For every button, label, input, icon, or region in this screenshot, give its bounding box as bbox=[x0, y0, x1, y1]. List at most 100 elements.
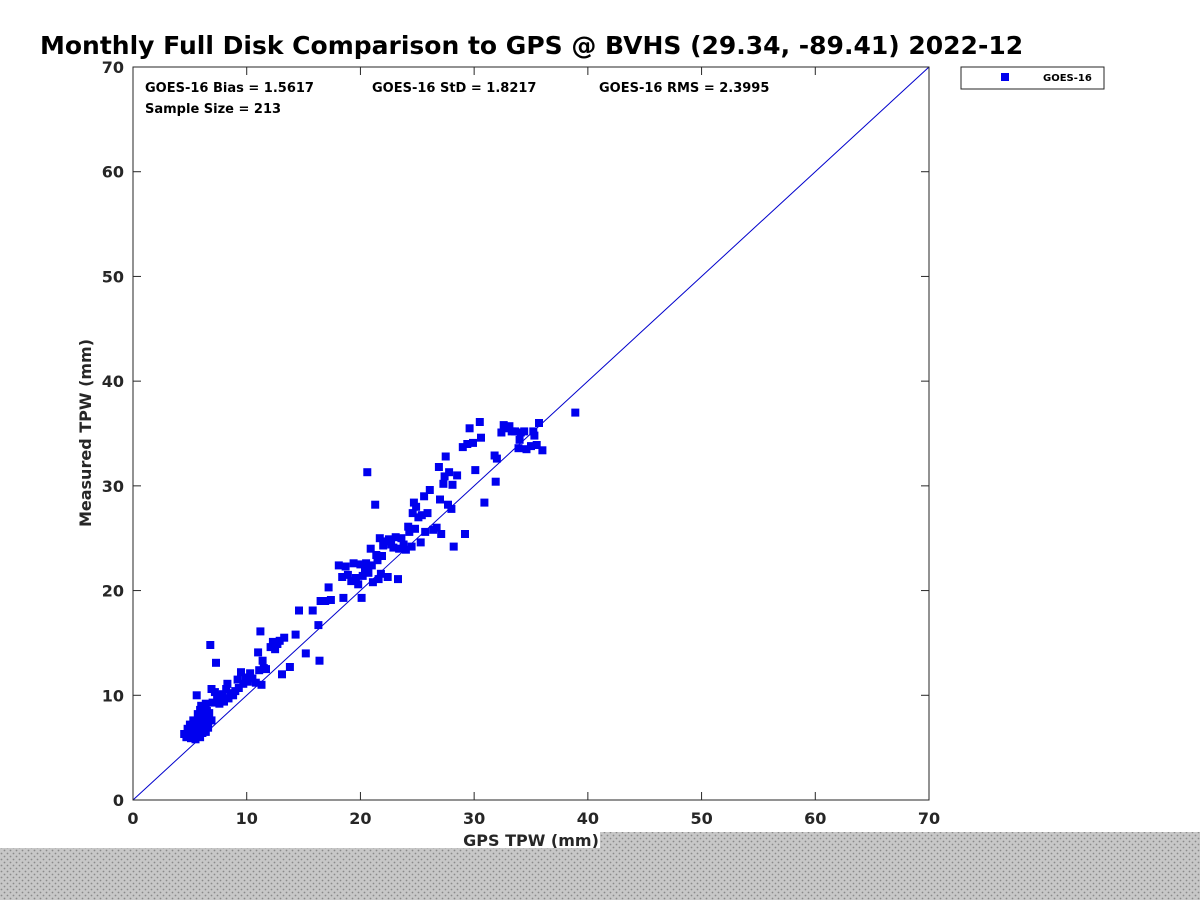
data-point bbox=[436, 495, 444, 504]
data-point bbox=[379, 541, 388, 550]
y-axis-label: Measured TPW (mm) bbox=[76, 339, 95, 527]
data-point bbox=[239, 679, 248, 688]
x-axis: 0 10 20 30 40 50 60 70 bbox=[127, 67, 940, 828]
y-tick-label: 0 bbox=[113, 791, 124, 810]
data-point bbox=[248, 674, 257, 683]
data-point bbox=[357, 593, 366, 602]
data-point bbox=[465, 424, 474, 433]
data-point bbox=[251, 678, 260, 687]
data-point bbox=[201, 727, 210, 736]
data-point bbox=[399, 540, 408, 549]
data-point bbox=[223, 679, 232, 688]
data-point bbox=[229, 691, 238, 700]
data-point bbox=[222, 685, 231, 693]
x-tick-label: 20 bbox=[349, 809, 371, 828]
data-point bbox=[301, 649, 310, 658]
data-point bbox=[339, 593, 348, 602]
data-point bbox=[376, 569, 385, 578]
data-point bbox=[389, 543, 398, 552]
data-point bbox=[212, 658, 220, 667]
data-point bbox=[218, 690, 227, 699]
data-point bbox=[477, 433, 485, 442]
x-axis-label: GPS TPW (mm) bbox=[463, 831, 599, 850]
data-point bbox=[394, 575, 402, 584]
data-point bbox=[373, 556, 382, 565]
data-point bbox=[207, 716, 216, 725]
data-point bbox=[206, 641, 215, 649]
data-point bbox=[469, 438, 477, 447]
data-point bbox=[453, 471, 462, 480]
data-point bbox=[271, 645, 280, 654]
data-point bbox=[354, 580, 363, 589]
data-point bbox=[367, 561, 376, 570]
data-point bbox=[213, 695, 222, 704]
data-point bbox=[408, 509, 417, 518]
data-point bbox=[198, 712, 207, 721]
data-point bbox=[374, 575, 383, 584]
data-point bbox=[351, 574, 360, 582]
data-point bbox=[363, 468, 372, 477]
data-point bbox=[432, 523, 441, 532]
legend-label: GOES-16 bbox=[1043, 73, 1092, 84]
data-point bbox=[280, 633, 289, 642]
data-point bbox=[463, 440, 472, 448]
data-point bbox=[440, 472, 449, 481]
data-point bbox=[308, 606, 317, 615]
data-point bbox=[378, 552, 386, 560]
data-point bbox=[315, 656, 324, 665]
data-point bbox=[215, 699, 224, 708]
data-point bbox=[421, 527, 430, 536]
data-point bbox=[324, 583, 333, 592]
data-point bbox=[437, 530, 446, 538]
legend-marker bbox=[1001, 73, 1009, 81]
data-point bbox=[268, 637, 277, 646]
data-point bbox=[395, 544, 404, 553]
data-point bbox=[256, 627, 265, 636]
data-point bbox=[447, 504, 456, 513]
x-tick-label: 70 bbox=[918, 809, 940, 828]
data-point bbox=[417, 511, 426, 520]
data-point bbox=[416, 538, 425, 547]
data-point bbox=[291, 630, 300, 639]
data-point bbox=[338, 573, 347, 581]
y-tick-label: 50 bbox=[102, 267, 124, 286]
x-tick-label: 0 bbox=[127, 809, 138, 828]
y-tick-label: 20 bbox=[102, 582, 124, 601]
data-point bbox=[347, 577, 356, 586]
data-point bbox=[366, 544, 375, 553]
data-point bbox=[532, 441, 541, 449]
data-point bbox=[205, 709, 214, 718]
data-point bbox=[266, 643, 275, 652]
data-point bbox=[208, 698, 217, 707]
data-point bbox=[375, 534, 384, 543]
data-point bbox=[255, 666, 264, 675]
data-point bbox=[491, 477, 500, 486]
data-point bbox=[246, 669, 255, 678]
plot-frame bbox=[132, 66, 930, 801]
data-point bbox=[404, 522, 413, 531]
data-point bbox=[535, 419, 543, 427]
std-stat: GOES-16 StD = 1.8217 bbox=[372, 81, 536, 96]
data-point bbox=[511, 427, 520, 436]
data-point bbox=[383, 573, 392, 581]
data-point bbox=[444, 500, 452, 509]
y-tick-label: 70 bbox=[102, 58, 124, 77]
data-point bbox=[341, 562, 350, 571]
data-point bbox=[497, 428, 506, 437]
rms-stat: GOES-16 RMS = 2.3995 bbox=[599, 81, 769, 96]
data-point bbox=[458, 443, 467, 452]
x-tick-label: 50 bbox=[690, 809, 712, 828]
data-point bbox=[295, 606, 303, 615]
data-point bbox=[505, 422, 514, 431]
data-point bbox=[204, 723, 213, 732]
data-point bbox=[191, 735, 200, 744]
data-point bbox=[358, 571, 367, 580]
data-point bbox=[334, 561, 343, 570]
data-point bbox=[185, 720, 194, 729]
data-point bbox=[258, 656, 267, 665]
data-point bbox=[475, 418, 484, 426]
data-point bbox=[326, 596, 335, 604]
y-axis: 0 10 20 30 40 50 60 70 bbox=[102, 58, 929, 810]
data-point bbox=[412, 502, 421, 511]
data-point bbox=[407, 542, 416, 551]
